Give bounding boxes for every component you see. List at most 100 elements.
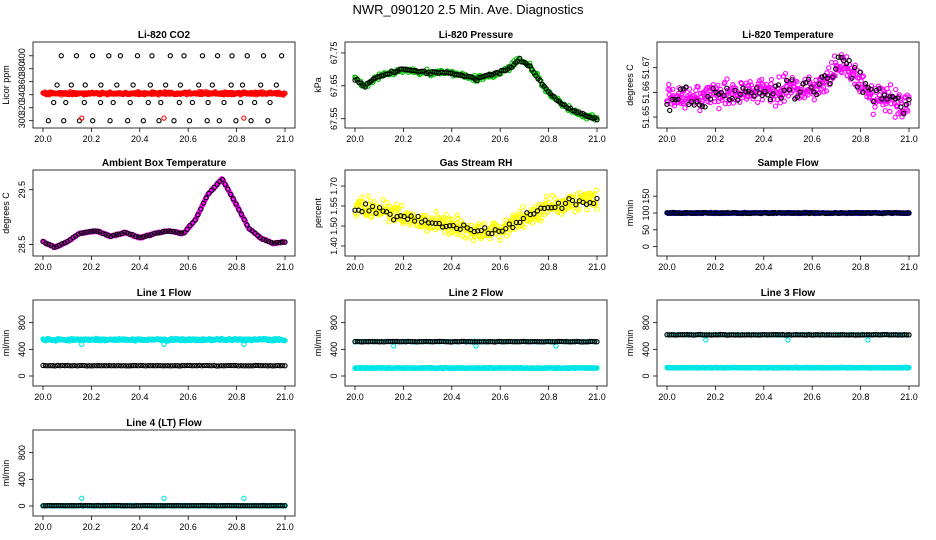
data-point xyxy=(905,108,911,114)
data-point xyxy=(683,84,689,90)
data-point xyxy=(135,363,141,369)
data-point xyxy=(79,362,85,369)
data-point xyxy=(171,118,177,124)
x-tick-label: 20.2 xyxy=(83,522,101,532)
data-point xyxy=(124,230,130,236)
data-point xyxy=(383,209,390,215)
data-point xyxy=(887,94,893,100)
data-point xyxy=(222,181,228,188)
data-point xyxy=(521,224,527,230)
x-tick-label: 20.4 xyxy=(755,134,773,144)
data-point xyxy=(672,97,678,103)
data-point xyxy=(848,76,854,82)
y-tick-label: 29.5 xyxy=(17,181,27,199)
data-point xyxy=(876,86,882,92)
data-point xyxy=(781,87,787,93)
data-point xyxy=(114,82,120,88)
data-point xyxy=(860,89,866,95)
data-point xyxy=(530,220,536,226)
x-tick-label: 20.2 xyxy=(83,262,101,272)
data-point xyxy=(390,217,397,223)
plot-frame xyxy=(344,299,608,387)
data-point xyxy=(177,82,184,88)
data-point xyxy=(59,362,66,369)
data-point xyxy=(577,190,583,196)
data-point xyxy=(91,363,97,369)
data-point xyxy=(768,76,775,83)
series-yellow xyxy=(352,187,600,244)
data-point xyxy=(404,216,411,222)
data-point xyxy=(199,53,206,59)
data-point xyxy=(96,362,102,369)
data-point xyxy=(140,234,147,240)
data-point xyxy=(214,181,220,187)
data-point xyxy=(443,211,450,218)
data-point xyxy=(545,205,551,211)
data-point xyxy=(851,67,857,73)
data-point xyxy=(531,211,537,217)
series-black xyxy=(664,209,912,217)
data-point xyxy=(590,192,597,198)
x-tick-label: 20.4 xyxy=(131,262,149,272)
data-point xyxy=(176,230,182,236)
data-point xyxy=(92,228,98,234)
x-tick-label: 20.8 xyxy=(228,262,246,272)
data-point xyxy=(145,362,151,369)
data-point xyxy=(174,363,181,369)
data-point xyxy=(58,53,64,59)
data-point xyxy=(99,363,105,369)
data-point xyxy=(227,191,234,198)
data-point xyxy=(160,363,166,369)
data-point xyxy=(57,363,63,369)
data-point xyxy=(118,363,124,369)
data-point xyxy=(101,363,107,369)
data-point xyxy=(155,362,161,369)
data-point xyxy=(279,239,285,245)
data-point xyxy=(72,362,78,369)
data-point xyxy=(77,362,83,369)
data-point xyxy=(228,82,234,88)
plot-frame xyxy=(32,429,296,517)
series-cyan xyxy=(664,364,912,371)
data-point xyxy=(64,362,71,369)
series-magenta xyxy=(664,51,912,120)
data-point xyxy=(400,220,406,227)
data-point xyxy=(562,200,569,207)
data-point xyxy=(906,210,912,216)
y-tick-label: 340 xyxy=(17,87,27,102)
data-point xyxy=(260,53,267,59)
data-point xyxy=(255,362,261,369)
x-tick-label: 20.6 xyxy=(179,262,197,272)
plot-frame xyxy=(32,41,296,129)
data-point xyxy=(776,74,782,80)
x-tick-label: 20.0 xyxy=(34,134,52,144)
data-point xyxy=(843,60,850,67)
y-tick-label: 67.55 xyxy=(329,107,339,130)
data-point xyxy=(664,99,671,105)
data-point xyxy=(116,231,122,237)
x-tick-label: 20.2 xyxy=(395,262,413,272)
plot-frame xyxy=(32,299,296,387)
x-tick-label: 20.2 xyxy=(83,134,101,144)
data-point xyxy=(124,118,131,124)
data-point xyxy=(168,228,174,235)
data-point xyxy=(143,363,149,369)
x-tick-label: 20.6 xyxy=(179,134,197,144)
data-point xyxy=(133,362,139,369)
data-point xyxy=(454,212,460,218)
data-point xyxy=(511,214,517,220)
series-cyan-outliers xyxy=(391,343,559,349)
data-point xyxy=(894,103,901,109)
data-point xyxy=(132,233,139,240)
data-point xyxy=(110,99,116,106)
x-tick-label: 21.0 xyxy=(900,262,918,272)
data-point xyxy=(548,205,555,211)
data-point xyxy=(724,76,730,82)
data-point xyxy=(846,57,852,64)
data-point xyxy=(811,89,817,95)
data-point xyxy=(534,208,541,214)
data-point xyxy=(209,363,215,369)
data-point xyxy=(221,363,227,369)
